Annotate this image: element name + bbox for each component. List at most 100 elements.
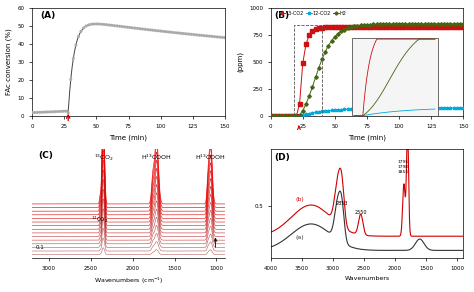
- Point: [49, 110, 56, 114]
- 13-CO2: [457, 25, 463, 29]
- Text: 2550: 2550: [355, 211, 367, 215]
- Point: [72, 43, 80, 47]
- Point: [121, 25, 128, 29]
- Point: [118, 24, 126, 29]
- Point: [98, 22, 105, 27]
- Point: [46, 110, 54, 114]
- Point: [182, 32, 190, 36]
- Point: [154, 28, 162, 33]
- Point: [88, 22, 95, 27]
- Point: [221, 35, 228, 40]
- 12-CO2: [460, 106, 466, 110]
- Point: [82, 24, 90, 28]
- Bar: [294, 25, 322, 116]
- Point: [80, 26, 87, 30]
- Point: [195, 33, 203, 37]
- Point: [77, 29, 85, 34]
- H2: [306, 94, 312, 98]
- Point: [157, 29, 164, 33]
- Text: 2853: 2853: [336, 201, 348, 206]
- Point: [175, 31, 182, 35]
- X-axis label: Wavenumbers: Wavenumbers: [345, 276, 390, 281]
- H2: [435, 22, 440, 26]
- 13-CO2: [435, 25, 440, 29]
- Text: $^{13}$CO$_{2}$: $^{13}$CO$_{2}$: [94, 152, 114, 163]
- Point: [144, 27, 152, 32]
- Text: (B): (B): [274, 11, 290, 20]
- Point: [95, 22, 103, 26]
- Point: [106, 23, 113, 27]
- Bar: [352, 38, 438, 116]
- Point: [206, 34, 213, 39]
- Point: [108, 23, 116, 28]
- 13-CO2: [313, 27, 319, 31]
- X-axis label: Time (min): Time (min): [348, 134, 386, 141]
- Text: H$^{13}$COOH: H$^{13}$COOH: [195, 152, 226, 162]
- 13-CO2: [371, 25, 376, 29]
- H2: [335, 32, 341, 35]
- Point: [149, 28, 157, 32]
- Point: [152, 28, 159, 33]
- Point: [136, 26, 144, 31]
- 12-CO2: [335, 108, 341, 112]
- Point: [167, 30, 174, 34]
- H2: [268, 114, 273, 118]
- Point: [110, 23, 118, 28]
- Point: [213, 34, 221, 39]
- Text: 1795
1798
1855: 1795 1798 1855: [397, 160, 409, 174]
- Point: [219, 35, 226, 40]
- 13-CO2: [335, 25, 341, 29]
- Legend: 13-CO2, 12-CO2, H2: 13-CO2, 12-CO2, H2: [277, 9, 348, 18]
- Point: [90, 22, 98, 26]
- Point: [203, 34, 210, 38]
- Y-axis label: FAc conversion (%): FAc conversion (%): [6, 29, 12, 95]
- Point: [92, 22, 100, 26]
- Line: H2: H2: [269, 22, 465, 117]
- Point: [36, 110, 44, 115]
- Point: [44, 110, 52, 114]
- Point: [113, 24, 121, 28]
- H2: [371, 23, 376, 26]
- Point: [128, 25, 136, 30]
- Point: [126, 25, 134, 30]
- Point: [70, 56, 77, 61]
- Line: 13-CO2: 13-CO2: [269, 26, 465, 118]
- 12-CO2: [268, 114, 273, 118]
- X-axis label: Time (min): Time (min): [109, 134, 147, 141]
- Point: [57, 109, 64, 114]
- Text: (a): (a): [295, 235, 304, 240]
- Point: [172, 30, 180, 35]
- Point: [116, 24, 123, 29]
- Text: (C): (C): [38, 152, 53, 160]
- Point: [180, 31, 188, 36]
- H2: [313, 76, 319, 79]
- Point: [193, 32, 201, 37]
- Text: (A): (A): [40, 11, 55, 20]
- Point: [123, 25, 131, 29]
- Point: [208, 34, 216, 39]
- Line: 12-CO2: 12-CO2: [269, 106, 465, 118]
- Text: 0.1: 0.1: [36, 245, 45, 250]
- Point: [170, 30, 177, 35]
- H2: [460, 22, 466, 26]
- 12-CO2: [435, 106, 440, 110]
- 12-CO2: [383, 107, 389, 110]
- Point: [64, 110, 72, 115]
- Point: [75, 34, 82, 39]
- 13-CO2: [383, 25, 389, 29]
- Point: [39, 110, 46, 114]
- Point: [59, 109, 67, 114]
- Point: [216, 35, 223, 39]
- Point: [190, 32, 198, 37]
- Point: [159, 29, 167, 34]
- Text: (b): (b): [295, 197, 304, 202]
- 12-CO2: [371, 107, 376, 110]
- Point: [67, 77, 74, 82]
- 12-CO2: [313, 111, 319, 114]
- Point: [52, 109, 59, 114]
- Point: [177, 31, 185, 36]
- Y-axis label: (ppm): (ppm): [237, 51, 244, 72]
- 13-CO2: [460, 25, 466, 29]
- Point: [198, 33, 205, 38]
- Point: [139, 27, 146, 31]
